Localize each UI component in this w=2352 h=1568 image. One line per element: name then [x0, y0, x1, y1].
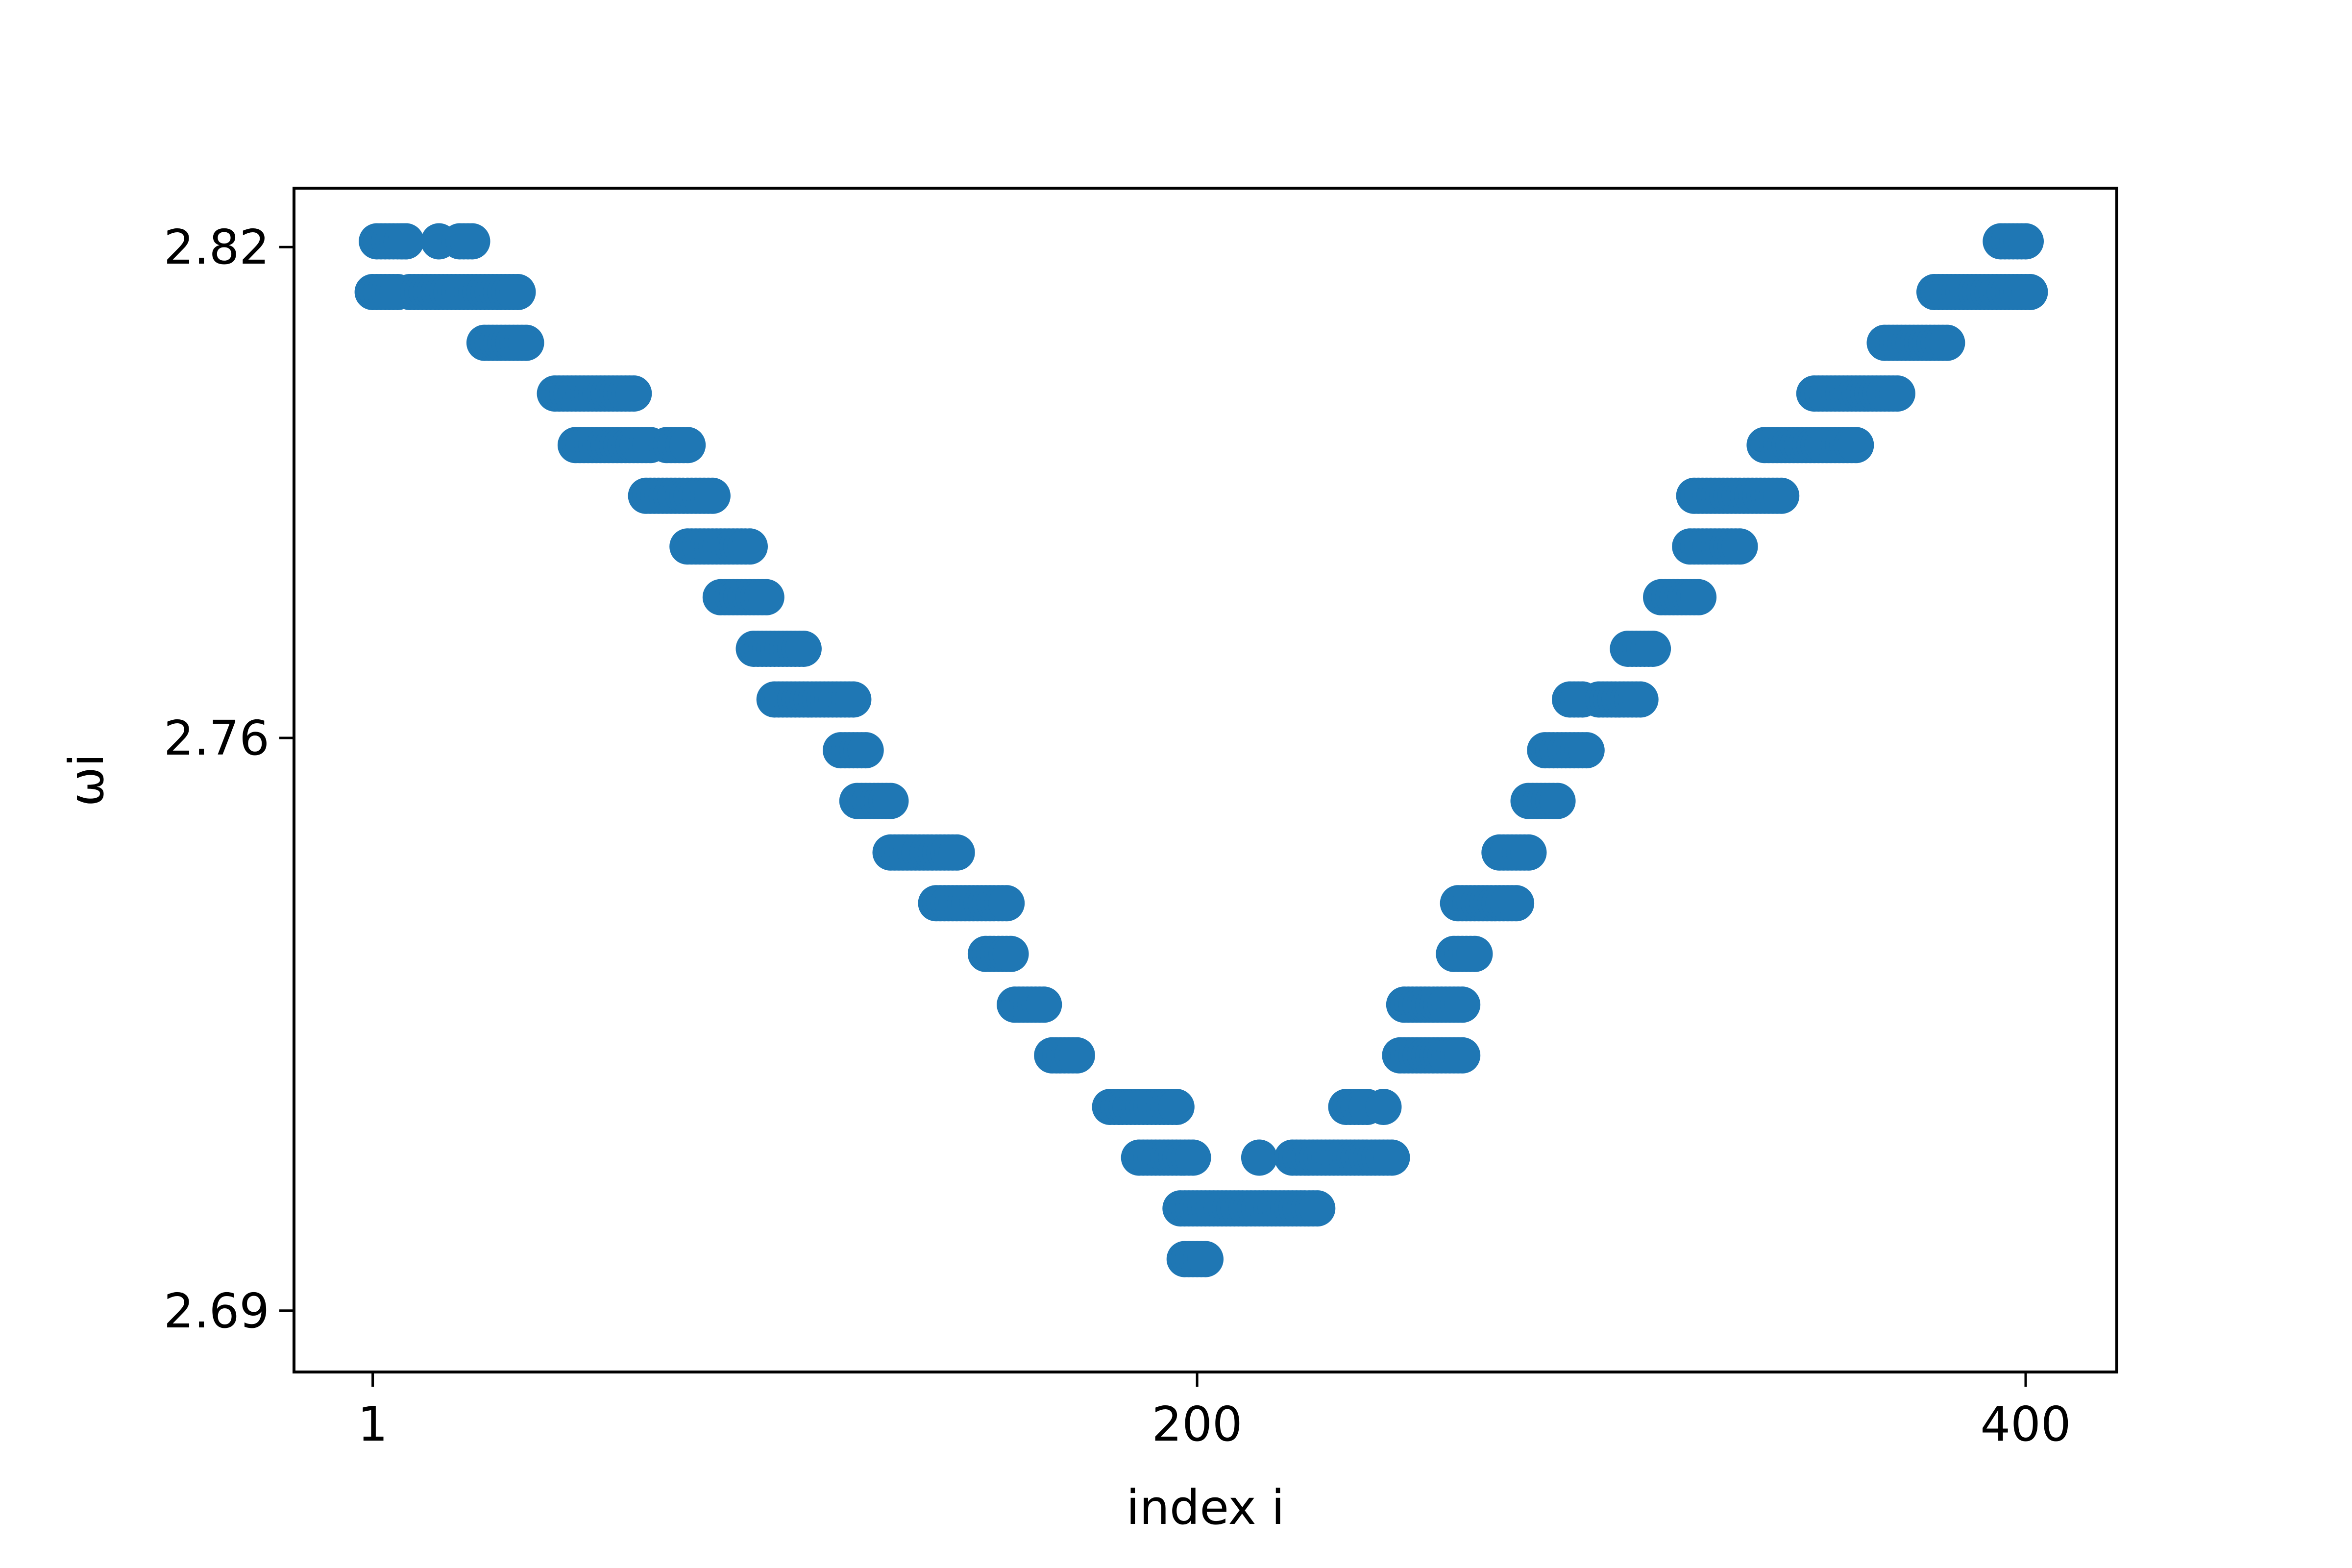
data-point — [1635, 631, 1671, 667]
data-point — [992, 935, 1029, 972]
y-tick-label: 2.69 — [164, 1283, 270, 1339]
data-point — [1365, 1089, 1402, 1125]
data-point — [1680, 579, 1717, 615]
x-axis-ticks: 1 200 400 — [358, 1372, 2071, 1452]
data-point — [2008, 223, 2044, 260]
data-point — [454, 223, 490, 260]
data-point — [1622, 681, 1659, 718]
data-point — [1187, 1241, 1224, 1277]
data-point — [1510, 834, 1547, 871]
data-point — [785, 631, 822, 667]
data-point — [872, 783, 909, 819]
data-point — [1721, 528, 1758, 565]
data-point — [388, 223, 424, 260]
data-point — [1456, 935, 1493, 972]
data-point — [1539, 783, 1576, 819]
data-point — [1299, 1190, 1336, 1227]
x-tick-label: 400 — [1980, 1396, 2071, 1452]
data-point — [499, 274, 536, 310]
data-point — [1158, 1089, 1195, 1125]
data-point — [1026, 986, 1062, 1023]
data-point — [748, 579, 784, 615]
data-point — [1444, 986, 1481, 1023]
data-point — [1838, 427, 1874, 464]
data-point — [988, 885, 1025, 922]
data-point — [835, 681, 872, 718]
data-point — [694, 477, 731, 514]
data-point — [1879, 375, 1915, 412]
data-point — [1763, 477, 1800, 514]
data-point — [1929, 324, 1965, 361]
data-point — [938, 834, 975, 871]
data-point — [1373, 1139, 1410, 1176]
y-tick-label: 2.82 — [164, 220, 270, 275]
data-point — [1498, 885, 1535, 922]
data-point — [2011, 274, 2048, 310]
x-axis-label: index i — [1126, 1480, 1284, 1535]
data-point — [1058, 1037, 1095, 1074]
x-tick-label: 1 — [358, 1396, 388, 1452]
data-point — [508, 324, 544, 361]
data-points — [354, 223, 2048, 1277]
data-point — [1444, 1037, 1481, 1074]
y-axis-ticks: 2.69 2.76 2.82 — [164, 220, 294, 1339]
y-axis-label: ωi — [59, 754, 114, 807]
data-point — [1568, 732, 1605, 769]
data-point — [732, 528, 768, 565]
data-point — [847, 732, 884, 769]
data-point — [615, 375, 652, 412]
data-point — [669, 427, 706, 464]
data-point — [1241, 1139, 1277, 1176]
data-point — [1175, 1139, 1211, 1176]
y-tick-label: 2.76 — [164, 710, 270, 766]
plot-frame — [293, 187, 2118, 1373]
x-tick-label: 200 — [1152, 1396, 1243, 1452]
